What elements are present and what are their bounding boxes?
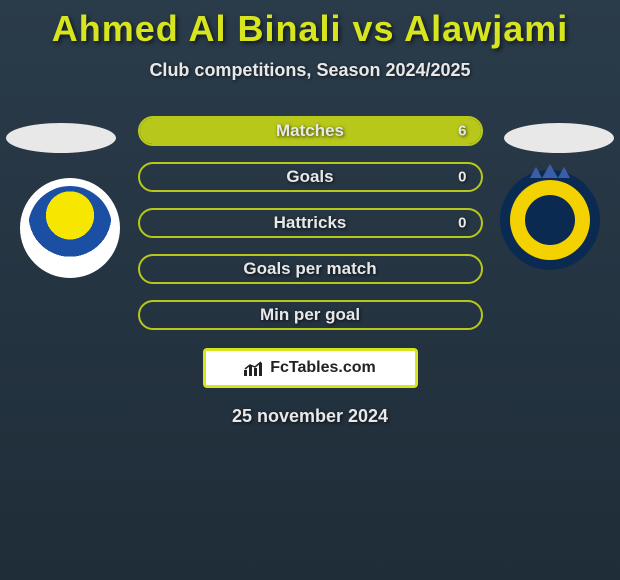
stat-row: Hattricks 0	[138, 208, 483, 238]
player-right-placeholder	[504, 123, 614, 153]
page-subtitle: Club competitions, Season 2024/2025	[0, 60, 620, 81]
stat-label: Goals	[286, 167, 333, 187]
chart-icon	[244, 360, 264, 376]
stat-row: Matches 6	[138, 116, 483, 146]
date-label: 25 november 2024	[0, 406, 620, 427]
comparison-card: Ahmed Al Binali vs Alawjami Club competi…	[0, 0, 620, 427]
stat-row: Goals 0	[138, 162, 483, 192]
stat-label: Goals per match	[243, 259, 376, 279]
stat-row: Goals per match	[138, 254, 483, 284]
stat-row: Min per goal	[138, 300, 483, 330]
stat-label: Hattricks	[274, 213, 347, 233]
club-badge-right-art	[510, 180, 590, 260]
club-badge-left	[20, 178, 120, 278]
page-title: Ahmed Al Binali vs Alawjami	[0, 8, 620, 50]
brand-badge: FcTables.com	[203, 348, 418, 388]
stat-label: Matches	[276, 121, 344, 141]
club-badge-right	[500, 170, 600, 270]
club-badge-left-art	[28, 186, 112, 270]
stat-value-right: 6	[458, 123, 466, 140]
stat-value-right: 0	[458, 169, 466, 186]
stat-value-right: 0	[458, 215, 466, 232]
player-left-placeholder	[6, 123, 116, 153]
brand-text: FcTables.com	[270, 359, 376, 377]
stat-label: Min per goal	[260, 305, 360, 325]
